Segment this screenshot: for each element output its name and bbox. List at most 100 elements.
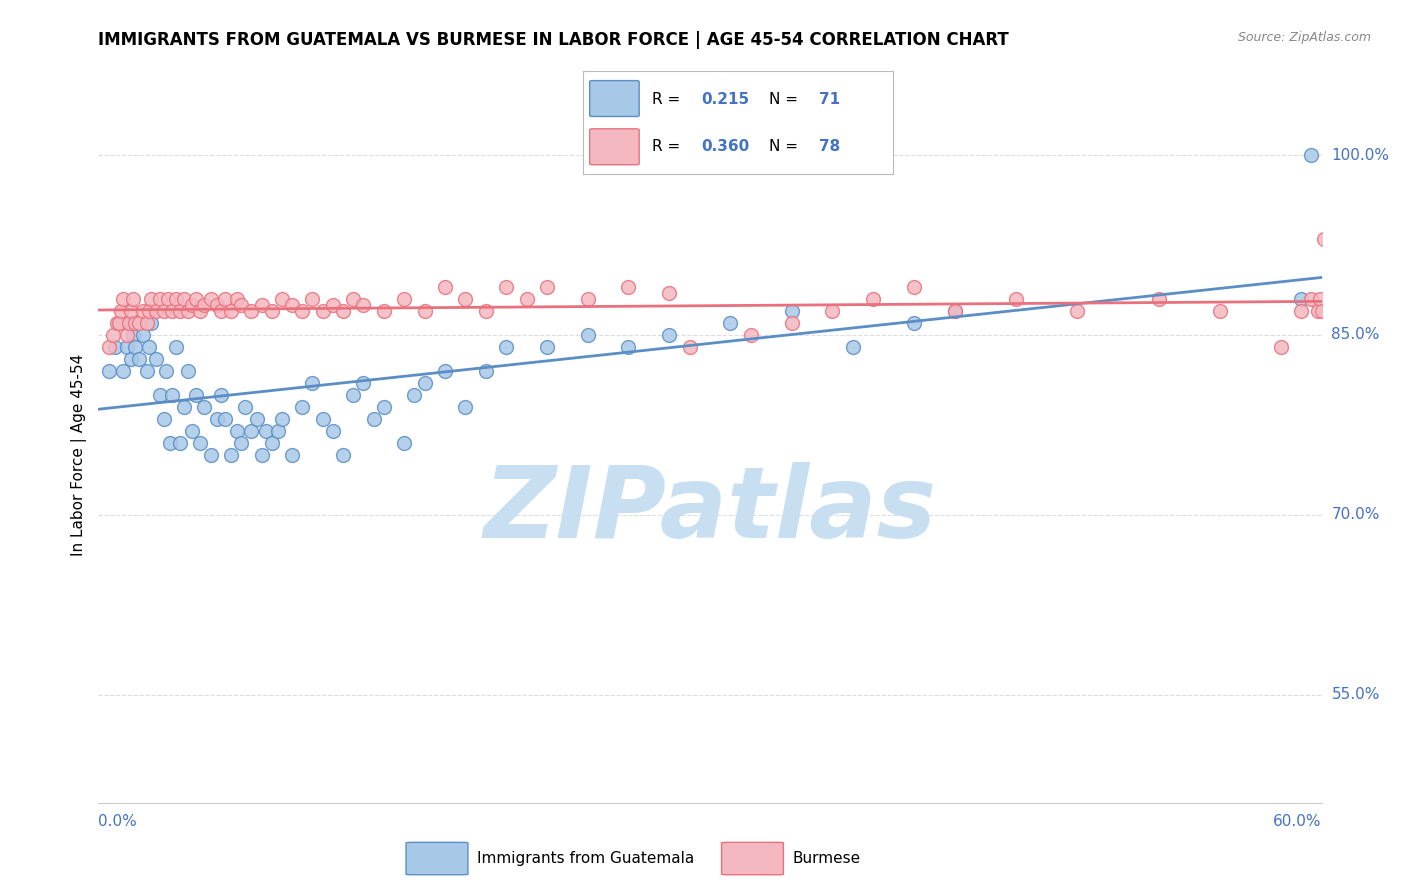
Point [495, 280, 517, 294]
Point [1291, 304, 1313, 318]
Point [122, 292, 145, 306]
Point [363, 412, 385, 426]
Point [254, 424, 277, 438]
Text: 71: 71 [818, 92, 839, 106]
Text: R =: R = [651, 139, 685, 153]
Text: N =: N = [769, 92, 803, 106]
Point [141, 316, 163, 330]
Point [903, 280, 925, 294]
Point [474, 304, 498, 318]
Point [454, 292, 477, 306]
Point [132, 304, 155, 318]
Point [434, 280, 457, 294]
FancyBboxPatch shape [589, 80, 640, 117]
Text: 85.0%: 85.0% [1331, 327, 1379, 343]
Text: Source: ZipAtlas.com: Source: ZipAtlas.com [1237, 31, 1371, 45]
Text: 100.0%: 100.0% [1331, 147, 1389, 162]
FancyBboxPatch shape [589, 128, 640, 165]
Point [209, 304, 232, 318]
Point [1301, 292, 1323, 306]
Point [173, 292, 195, 306]
Point [226, 424, 249, 438]
Point [1066, 304, 1088, 318]
Point [205, 412, 228, 426]
Point [841, 340, 863, 354]
Point [226, 292, 249, 306]
Point [301, 292, 323, 306]
Point [576, 292, 599, 306]
Point [373, 304, 395, 318]
Point [115, 340, 138, 354]
Point [108, 316, 131, 330]
Text: IMMIGRANTS FROM GUATEMALA VS BURMESE IN LABOR FORCE | AGE 45-54 CORRELATION CHAR: IMMIGRANTS FROM GUATEMALA VS BURMESE IN … [98, 31, 1010, 49]
Point [136, 316, 159, 330]
Point [342, 292, 364, 306]
Point [260, 304, 283, 318]
Point [658, 285, 681, 300]
Text: 70.0%: 70.0% [1331, 508, 1379, 523]
Point [101, 328, 124, 343]
Point [111, 292, 134, 306]
Point [181, 298, 204, 312]
Point [145, 351, 167, 366]
Point [219, 448, 242, 462]
Point [120, 351, 142, 366]
Point [149, 388, 172, 402]
Point [138, 340, 160, 354]
Point [240, 304, 263, 318]
Point [97, 364, 120, 378]
Point [617, 340, 640, 354]
Point [188, 304, 212, 318]
Point [342, 388, 364, 402]
Point [115, 328, 138, 343]
Point [240, 424, 263, 438]
Point [392, 436, 416, 450]
Point [200, 448, 222, 462]
Point [434, 364, 457, 378]
Point [124, 340, 146, 354]
Point [352, 376, 374, 390]
Point [169, 436, 191, 450]
Point [186, 388, 208, 402]
Point [1306, 304, 1329, 318]
Point [291, 400, 314, 414]
Point [617, 280, 640, 294]
Point [516, 292, 538, 306]
Point [780, 316, 803, 330]
Point [193, 400, 215, 414]
Point [219, 304, 242, 318]
Text: ZIPatlas: ZIPatlas [484, 462, 936, 559]
Point [536, 280, 558, 294]
Point [322, 298, 344, 312]
Point [231, 298, 253, 312]
Point [454, 400, 477, 414]
Point [165, 340, 187, 354]
Point [718, 316, 742, 330]
Point [149, 292, 172, 306]
Point [138, 304, 160, 318]
Point [413, 376, 436, 390]
Text: N =: N = [769, 139, 803, 153]
Point [392, 292, 416, 306]
Text: Burmese: Burmese [793, 851, 860, 866]
Point [165, 292, 187, 306]
Point [1301, 148, 1323, 162]
Point [1291, 292, 1313, 306]
Point [291, 304, 314, 318]
Y-axis label: In Labor Force | Age 45-54: In Labor Force | Age 45-54 [72, 354, 87, 556]
Point [404, 388, 426, 402]
Point [200, 292, 222, 306]
Point [209, 388, 232, 402]
Point [214, 292, 236, 306]
Point [155, 364, 177, 378]
Point [120, 304, 142, 318]
Point [152, 304, 174, 318]
FancyBboxPatch shape [721, 842, 783, 875]
Point [576, 328, 599, 343]
Text: 60.0%: 60.0% [1274, 814, 1322, 829]
Point [181, 424, 204, 438]
Point [943, 304, 966, 318]
Text: 0.215: 0.215 [702, 92, 749, 106]
Point [159, 436, 181, 450]
Point [943, 304, 966, 318]
